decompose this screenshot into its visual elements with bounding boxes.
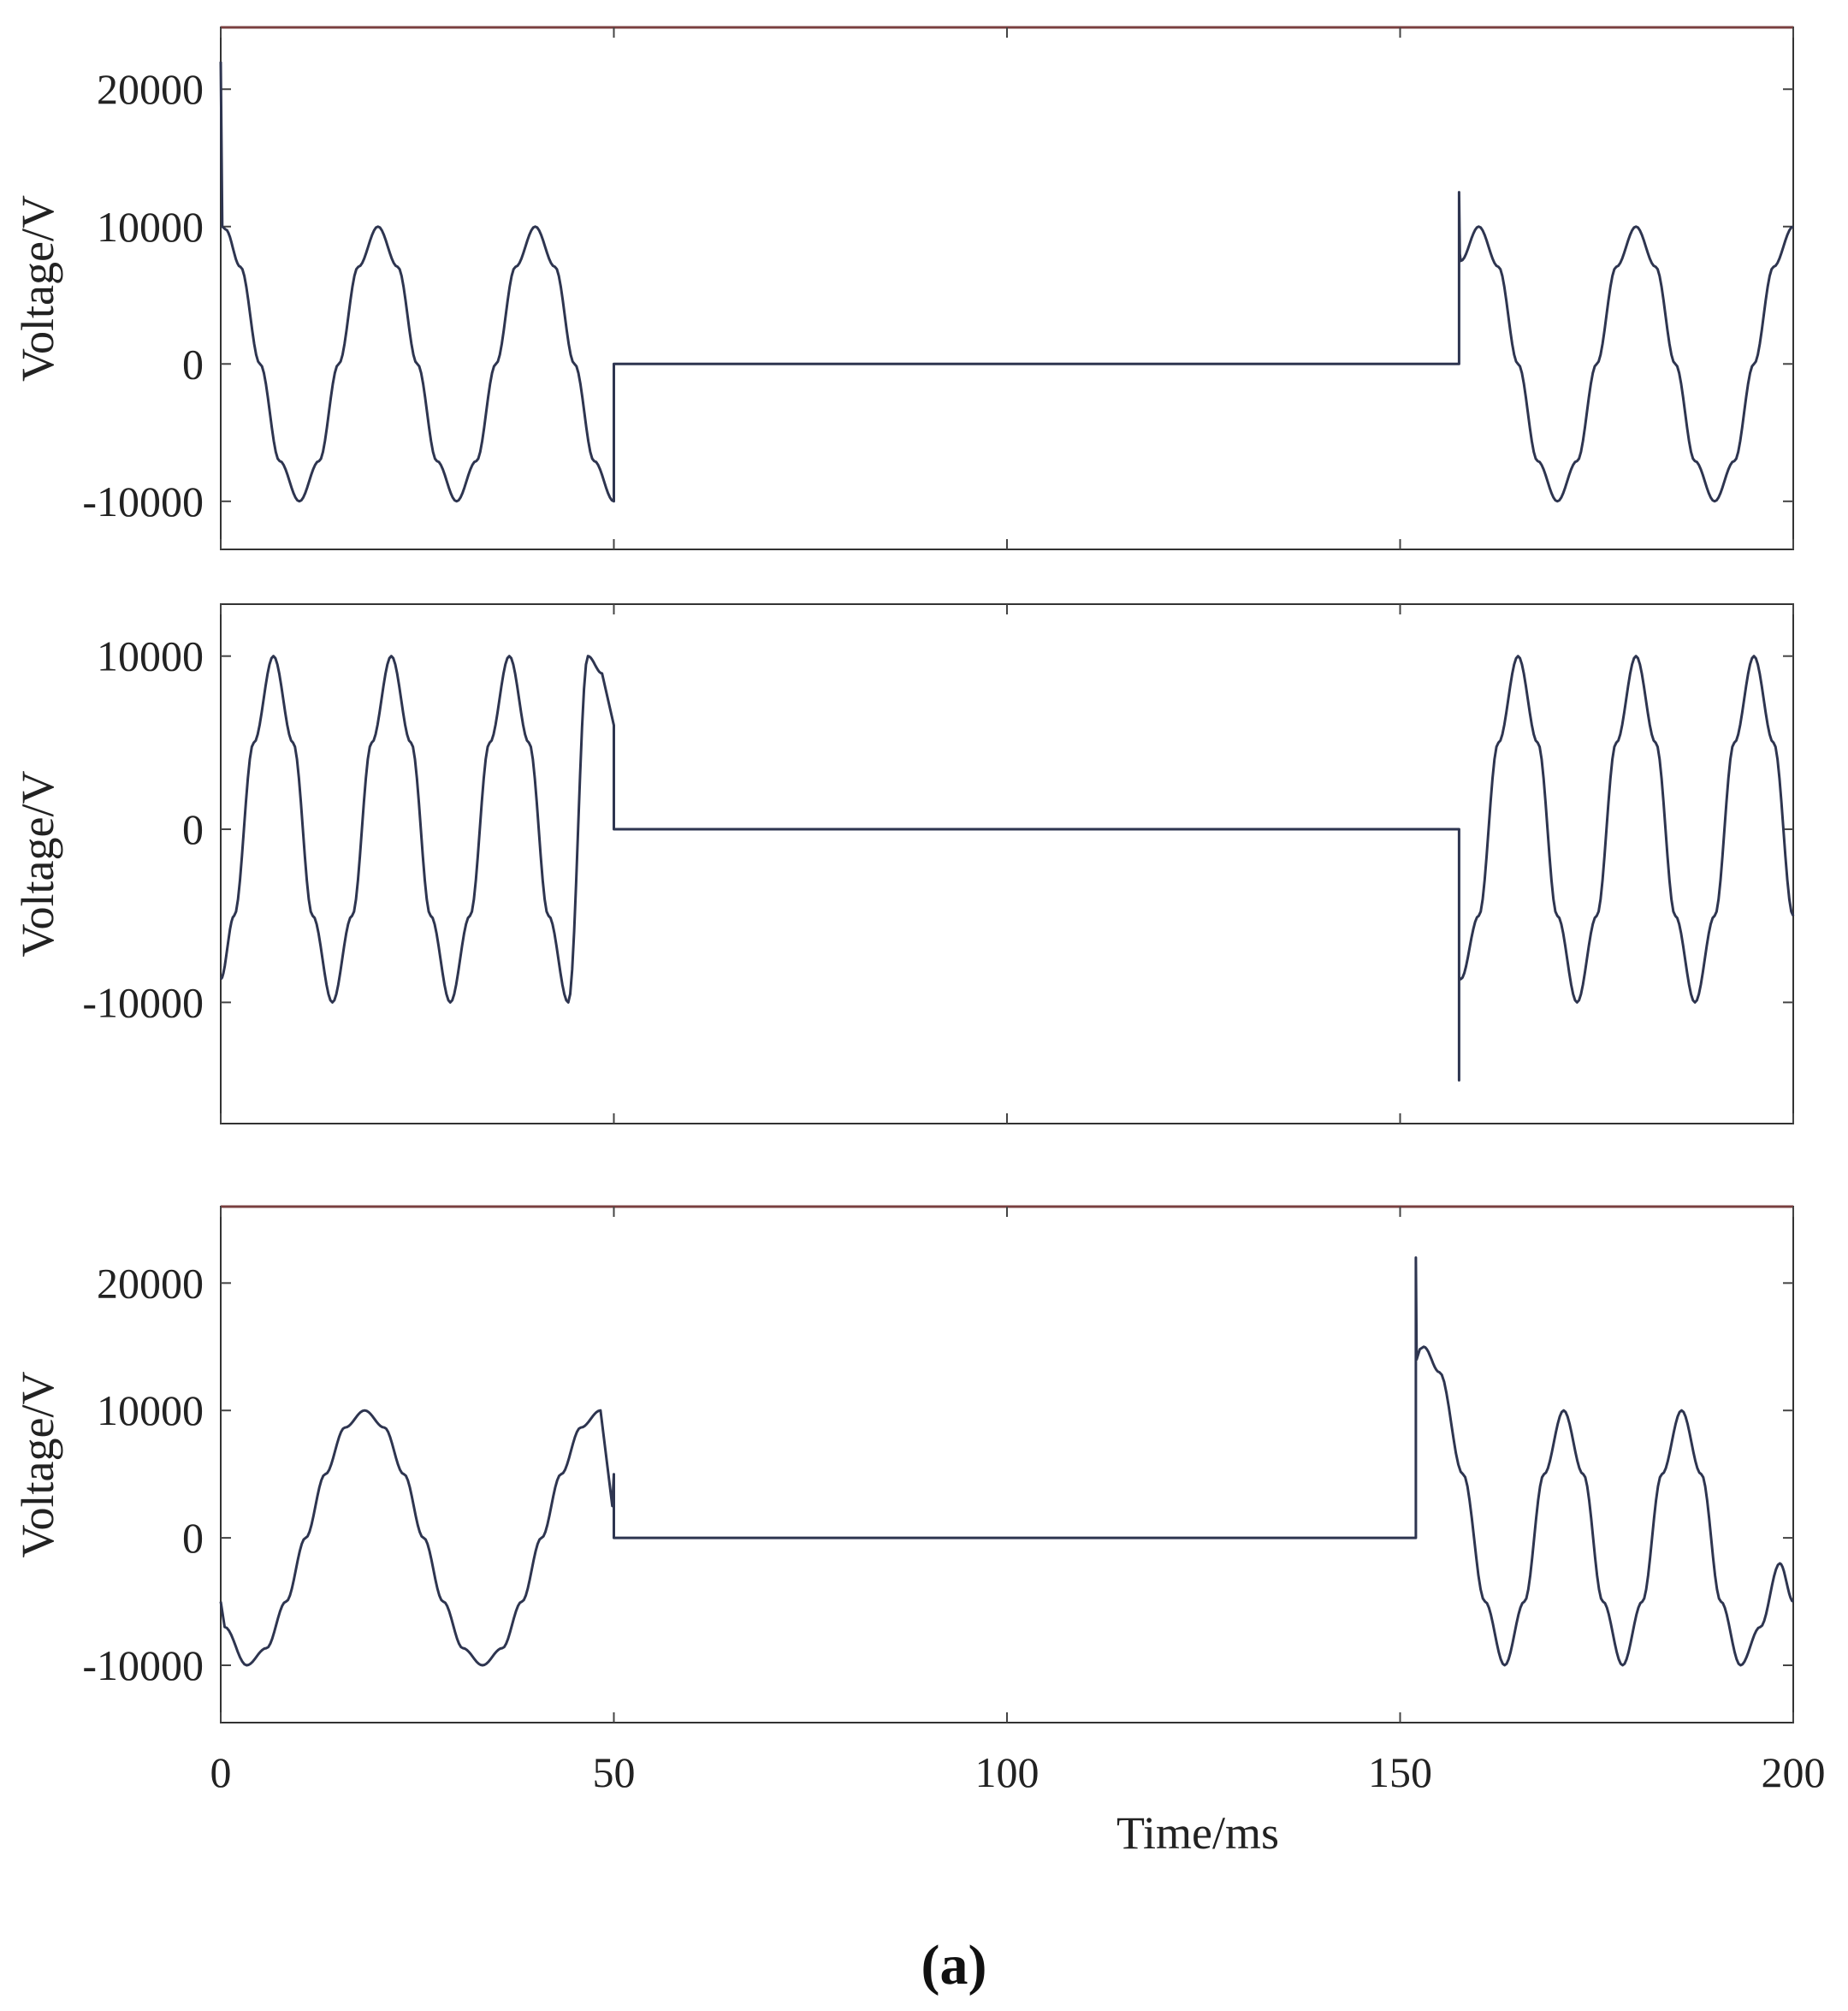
y-tick-label: 10000 [97, 1386, 204, 1434]
y-tick-label: 20000 [97, 65, 204, 113]
y-axis-title: Voltage/V [12, 1372, 63, 1558]
y-tick-label: -10000 [82, 978, 204, 1026]
panel-middle: 10000 0 -10000 Voltage/V [12, 603, 1795, 1124]
x-tick-label: 150 [1368, 1748, 1432, 1796]
y-axis-title: Voltage/V [12, 195, 63, 382]
y-tick-label: 0 [182, 340, 204, 388]
y-tick-label: 10000 [97, 203, 204, 251]
y-tick-label: 0 [182, 805, 204, 853]
x-axis-title: Time/ms [1116, 1807, 1279, 1859]
plot-frame [220, 27, 1794, 550]
plot-frame [220, 1206, 1794, 1723]
waveform-line [219, 1256, 1794, 1667]
x-axis: 0 50 100 150 200 [210, 1748, 1826, 1796]
plot-frame [220, 603, 1794, 1124]
y-axis-title: Voltage/V [12, 771, 63, 958]
figure-caption: (a) [921, 1934, 987, 1996]
panel-top: 20000 10000 0 -10000 Voltage/V [12, 26, 1794, 550]
x-tick-label: 200 [1762, 1748, 1826, 1796]
waveform-line [219, 655, 1795, 1082]
y-tick-label: -10000 [82, 478, 204, 525]
x-tick-label: 100 [975, 1748, 1040, 1796]
y-tick-label: 10000 [97, 632, 204, 680]
y-tick-label: 20000 [97, 1259, 204, 1307]
waveform-line [219, 62, 1794, 503]
y-tick-label: 0 [182, 1514, 204, 1562]
x-tick-label: 0 [210, 1748, 232, 1796]
panel-bottom: 20000 10000 0 -10000 Voltage/V [12, 1205, 1794, 1723]
x-tick-label: 50 [593, 1748, 636, 1796]
y-tick-label: -10000 [82, 1641, 204, 1689]
